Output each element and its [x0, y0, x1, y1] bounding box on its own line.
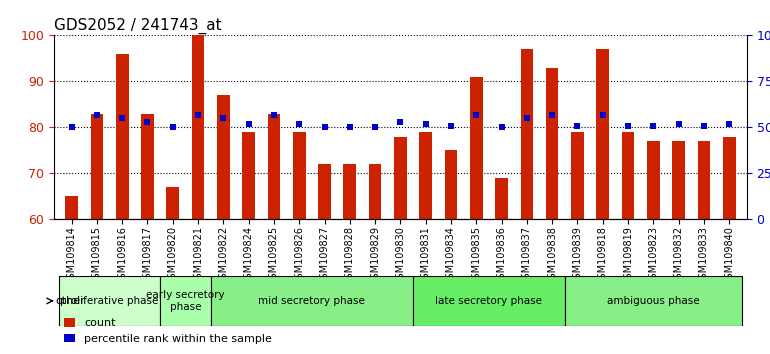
Text: mid secretory phase: mid secretory phase: [259, 296, 365, 306]
Bar: [268, 114, 280, 219]
Bar: [647, 141, 660, 219]
Bar: [243, 132, 255, 219]
Bar: [565, 276, 742, 326]
Legend: count, percentile rank within the sample: count, percentile rank within the sample: [59, 314, 276, 348]
Text: late secretory phase: late secretory phase: [435, 296, 542, 306]
Bar: [672, 141, 685, 219]
Bar: [420, 132, 432, 219]
Bar: [369, 164, 381, 219]
Text: proliferative phase: proliferative phase: [60, 296, 159, 306]
Bar: [413, 276, 565, 326]
Bar: [141, 114, 154, 219]
Bar: [192, 35, 204, 219]
Bar: [116, 54, 129, 219]
Text: early secretory
phase: early secretory phase: [146, 290, 225, 312]
Bar: [521, 49, 533, 219]
Bar: [91, 114, 103, 219]
Bar: [160, 276, 211, 326]
Bar: [166, 187, 179, 219]
Text: GDS2052 / 241743_at: GDS2052 / 241743_at: [54, 18, 222, 34]
Bar: [723, 137, 735, 219]
Bar: [343, 164, 357, 219]
Bar: [698, 141, 710, 219]
Text: ambiguous phase: ambiguous phase: [607, 296, 700, 306]
Bar: [293, 132, 306, 219]
Bar: [217, 95, 229, 219]
Bar: [495, 178, 508, 219]
Bar: [470, 77, 483, 219]
Bar: [211, 276, 413, 326]
Text: other: other: [55, 296, 85, 306]
Bar: [65, 196, 78, 219]
Bar: [318, 164, 331, 219]
Bar: [444, 150, 457, 219]
Bar: [546, 68, 558, 219]
Bar: [59, 276, 160, 326]
Bar: [394, 137, 407, 219]
Bar: [571, 132, 584, 219]
Bar: [621, 132, 634, 219]
Bar: [597, 49, 609, 219]
